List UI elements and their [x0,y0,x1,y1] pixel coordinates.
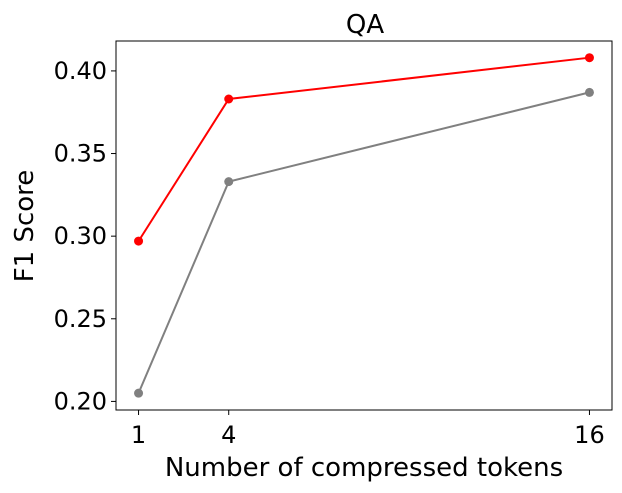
y-axis-ticks: 0.20 0.25 0.30 0.35 0.40 [54,57,116,415]
plot-frame [115,40,613,411]
x-tick-label: 4 [221,421,236,449]
data-point [224,177,234,187]
data-point [584,53,594,63]
x-tick-label: 16 [574,421,605,449]
y-tick-label: 0.40 [54,57,107,85]
x-tick-label: 1 [131,421,146,449]
chart-title: QA [346,10,384,40]
series-line-2 [137,91,590,394]
y-axis-label: F1 Score [10,170,40,283]
data-point [134,388,144,398]
series-layer [134,53,594,398]
y-tick-label: 0.20 [54,387,107,415]
series-line-1 [137,56,590,242]
x-axis-label: Number of compressed tokens [165,453,563,483]
data-point [134,236,144,246]
y-tick-label: 0.25 [54,305,107,333]
y-tick-label: 0.30 [54,222,107,250]
x-axis-ticks: 1 4 16 [131,410,605,449]
data-point [584,87,594,97]
y-tick-label: 0.35 [54,140,107,168]
data-point [224,94,234,104]
